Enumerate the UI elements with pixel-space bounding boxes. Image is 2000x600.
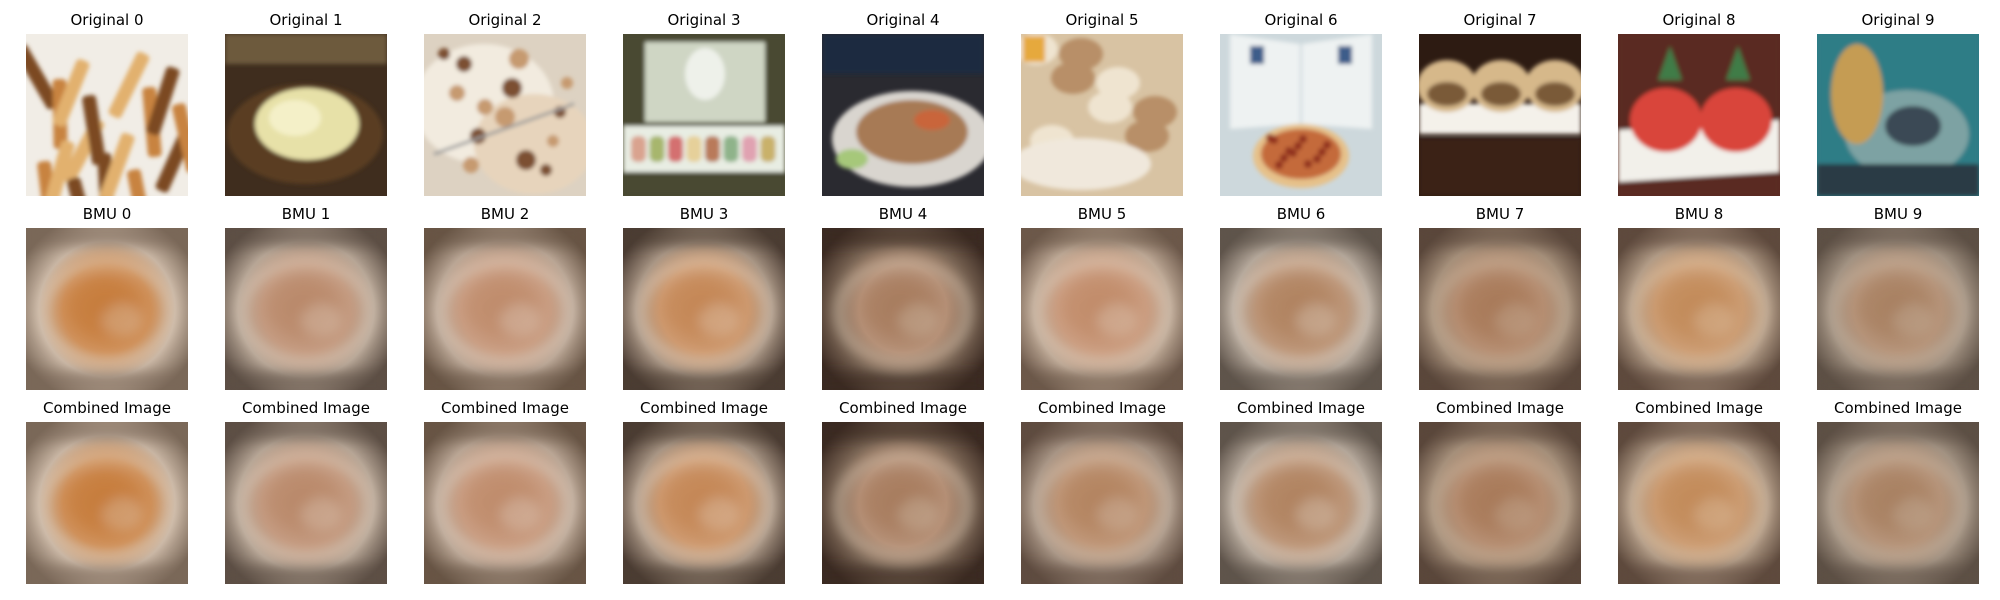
bmu-image-2 (424, 228, 586, 390)
original-image-8 (1618, 34, 1780, 196)
original-image-svg-0 (26, 34, 188, 196)
combined-image-svg-5 (1021, 422, 1183, 584)
combined-image-svg-6 (1220, 422, 1382, 584)
bmu-title-7: BMU 7 (1475, 205, 1525, 223)
original-image-svg-6 (1220, 34, 1382, 196)
bmu-title-8: BMU 8 (1674, 205, 1724, 223)
combined-title-3: Combined Image (640, 399, 768, 417)
bmu-image-8 (1618, 228, 1780, 390)
combined-image-7 (1419, 422, 1581, 584)
original-image-9 (1817, 34, 1979, 196)
combined-image-svg-8 (1618, 422, 1780, 584)
bmu-image-svg-0 (26, 228, 188, 390)
original-image-0 (26, 34, 188, 196)
combined-image-2 (424, 422, 586, 584)
bmu-image-svg-7 (1419, 228, 1581, 390)
combined-image-3 (623, 422, 785, 584)
original-title-7: Original 7 (1463, 11, 1537, 29)
combined-title-8: Combined Image (1635, 399, 1763, 417)
original-title-1: Original 1 (269, 11, 343, 29)
original-title-2: Original 2 (468, 11, 542, 29)
original-image-2 (424, 34, 586, 196)
bmu-image-7 (1419, 228, 1581, 390)
original-title-5: Original 5 (1065, 11, 1139, 29)
original-title-6: Original 6 (1264, 11, 1338, 29)
combined-image-svg-9 (1817, 422, 1979, 584)
combined-image-1 (225, 422, 387, 584)
original-image-5 (1021, 34, 1183, 196)
bmu-image-svg-3 (623, 228, 785, 390)
combined-image-8 (1618, 422, 1780, 584)
bmu-title-1: BMU 1 (281, 205, 331, 223)
bmu-image-5 (1021, 228, 1183, 390)
combined-image-svg-2 (424, 422, 586, 584)
bmu-image-svg-1 (225, 228, 387, 390)
bmu-image-3 (623, 228, 785, 390)
bmu-image-1 (225, 228, 387, 390)
original-title-3: Original 3 (667, 11, 741, 29)
original-image-svg-4 (822, 34, 984, 196)
original-title-0: Original 0 (70, 11, 144, 29)
combined-image-svg-3 (623, 422, 785, 584)
combined-title-5: Combined Image (1038, 399, 1166, 417)
bmu-title-3: BMU 3 (679, 205, 729, 223)
combined-title-1: Combined Image (242, 399, 370, 417)
bmu-title-9: BMU 9 (1873, 205, 1923, 223)
combined-title-6: Combined Image (1237, 399, 1365, 417)
original-image-6 (1220, 34, 1382, 196)
original-image-1 (225, 34, 387, 196)
bmu-image-svg-4 (822, 228, 984, 390)
bmu-title-5: BMU 5 (1077, 205, 1127, 223)
combined-image-svg-0 (26, 422, 188, 584)
combined-title-7: Combined Image (1436, 399, 1564, 417)
original-image-svg-1 (225, 34, 387, 196)
combined-image-svg-7 (1419, 422, 1581, 584)
original-image-svg-5 (1021, 34, 1183, 196)
combined-image-svg-4 (822, 422, 984, 584)
original-image-svg-3 (623, 34, 785, 196)
bmu-image-4 (822, 228, 984, 390)
bmu-title-2: BMU 2 (480, 205, 530, 223)
original-image-7 (1419, 34, 1581, 196)
combined-title-4: Combined Image (839, 399, 967, 417)
combined-image-6 (1220, 422, 1382, 584)
combined-image-0 (26, 422, 188, 584)
original-image-svg-7 (1419, 34, 1581, 196)
combined-image-svg-1 (225, 422, 387, 584)
bmu-image-9 (1817, 228, 1979, 390)
combined-image-9 (1817, 422, 1979, 584)
bmu-image-svg-5 (1021, 228, 1183, 390)
original-title-8: Original 8 (1662, 11, 1736, 29)
bmu-image-0 (26, 228, 188, 390)
bmu-image-svg-8 (1618, 228, 1780, 390)
original-image-svg-2 (424, 34, 586, 196)
bmu-image-svg-9 (1817, 228, 1979, 390)
bmu-image-6 (1220, 228, 1382, 390)
combined-title-2: Combined Image (441, 399, 569, 417)
combined-title-0: Combined Image (43, 399, 171, 417)
combined-title-9: Combined Image (1834, 399, 1962, 417)
original-title-4: Original 4 (866, 11, 940, 29)
original-image-3 (623, 34, 785, 196)
combined-image-5 (1021, 422, 1183, 584)
original-title-9: Original 9 (1861, 11, 1935, 29)
original-image-svg-8 (1618, 34, 1780, 196)
combined-image-4 (822, 422, 984, 584)
original-image-4 (822, 34, 984, 196)
bmu-title-0: BMU 0 (82, 205, 132, 223)
bmu-title-4: BMU 4 (878, 205, 928, 223)
bmu-title-6: BMU 6 (1276, 205, 1326, 223)
original-image-svg-9 (1817, 34, 1979, 196)
bmu-image-svg-2 (424, 228, 586, 390)
bmu-image-svg-6 (1220, 228, 1382, 390)
